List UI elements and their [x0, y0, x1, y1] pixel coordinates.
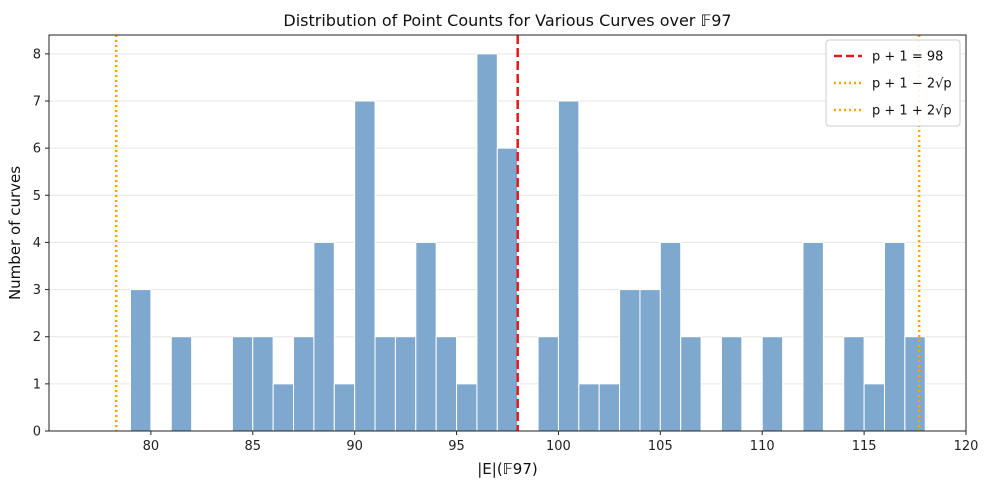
histogram-bar [231, 336, 254, 432]
histogram-bar [272, 383, 295, 432]
histogram-bar [639, 289, 661, 432]
x-tick-label: 120 [954, 439, 979, 454]
histogram-bar [456, 383, 478, 432]
x-tick-label: 95 [448, 439, 465, 454]
histogram-bar [578, 383, 600, 432]
x-tick-label: 100 [546, 439, 571, 454]
histogram-bar [496, 147, 519, 432]
y-axis-label: Number of curves [6, 166, 24, 300]
histogram-bar [761, 336, 784, 432]
histogram-bar [476, 53, 498, 432]
plot-frame [48, 34, 967, 432]
histogram-bar [293, 336, 315, 432]
histogram-bar [598, 383, 621, 432]
histogram-bar [394, 336, 417, 432]
histogram-bar [883, 241, 906, 432]
legend: p + 1 = 98 p + 1 − 2√p p + 1 + 2√p [825, 39, 961, 127]
legend-box [825, 39, 961, 127]
y-tick-label: 0 [33, 425, 41, 440]
x-axis-label: |E|(𝔽97) [477, 460, 537, 478]
x-tick-label: 115 [852, 439, 877, 454]
histogram-bars [130, 53, 926, 432]
histogram-bar [863, 383, 885, 432]
histogram-bar [130, 289, 152, 432]
y-tick-label: 6 [33, 142, 41, 157]
x-tick-label: 90 [346, 439, 363, 454]
histogram-bar [170, 336, 193, 432]
x-axis-ticks: 80 85 90 95 100 105 110 115 120 [143, 431, 979, 454]
histogram-bar [435, 336, 458, 432]
x-tick-label: 85 [245, 439, 262, 454]
histogram-bar [904, 336, 926, 432]
histogram-bar [415, 241, 437, 432]
x-tick-label: 105 [648, 439, 673, 454]
histogram-bar [557, 100, 580, 432]
histogram-bar [313, 241, 335, 432]
y-tick-label: 7 [33, 95, 41, 110]
histogram-bar [374, 336, 396, 432]
histogram-bar [354, 100, 376, 432]
histogram-bar [333, 383, 356, 432]
legend-entry-label: p + 1 − 2√p [872, 77, 952, 92]
y-tick-label: 3 [33, 283, 41, 298]
histogram-bar [537, 336, 559, 432]
y-tick-label: 8 [33, 47, 41, 62]
y-tick-label: 2 [33, 330, 41, 345]
y-tick-label: 1 [33, 377, 41, 392]
histogram-bar [619, 289, 641, 432]
y-tick-label: 5 [33, 189, 41, 204]
histogram-bar [680, 336, 702, 432]
legend-entry-label: p + 1 = 98 [872, 50, 943, 65]
y-axis-ticks: 0 1 2 3 4 5 6 7 8 [33, 47, 49, 440]
x-tick-label: 80 [143, 439, 160, 454]
x-tick-label: 110 [750, 439, 775, 454]
histogram-bar [720, 336, 743, 432]
y-tick-label: 4 [33, 236, 41, 251]
histogram-bar [802, 241, 824, 432]
histogram-bar [843, 336, 865, 432]
histogram-bar [659, 241, 682, 432]
histogram-bar [252, 336, 274, 432]
legend-entry-label: p + 1 + 2√p [872, 104, 952, 119]
chart-title: Distribution of Point Counts for Various… [283, 11, 731, 30]
